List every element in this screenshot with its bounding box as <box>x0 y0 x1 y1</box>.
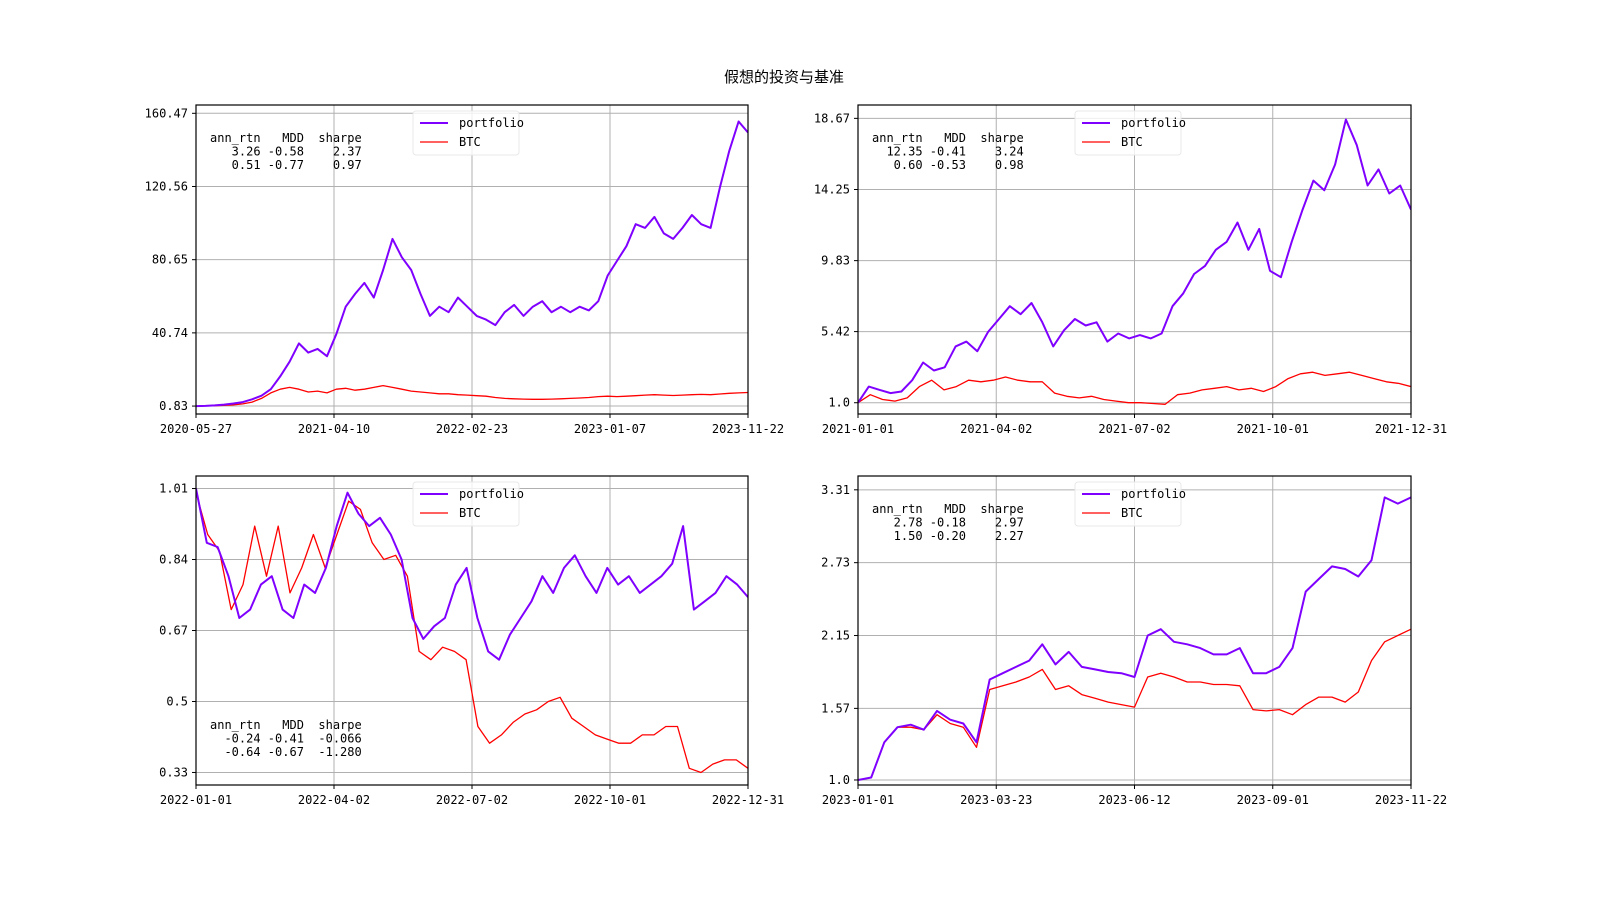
y-tick-label: 40.74 <box>152 326 188 340</box>
y-tick-label: 1.01 <box>159 482 188 496</box>
x-tick-label: 2021-12-31 <box>1375 422 1447 436</box>
series-btc-line <box>196 492 748 774</box>
x-tick-label: 2022-07-02 <box>436 793 508 807</box>
y-tick-label: 14.25 <box>814 182 850 196</box>
stats-row: -0.24 -0.41 -0.066 <box>210 732 362 746</box>
y-tick-label: 160.47 <box>145 106 188 120</box>
x-tick-label: 2023-01-01 <box>822 793 894 807</box>
x-tick-label: 2023-06-12 <box>1098 793 1170 807</box>
y-tick-label: 2.73 <box>821 556 850 570</box>
y-tick-label: 2.15 <box>821 629 850 643</box>
x-tick-label: 2023-11-22 <box>712 422 784 436</box>
x-tick-label: 2022-10-01 <box>574 793 646 807</box>
x-tick-label: 2021-04-02 <box>960 422 1032 436</box>
axes-frame <box>857 475 1412 786</box>
stats-header: ann_rtn MDD sharpe <box>872 131 1024 145</box>
series-portfolio-line <box>858 496 1411 781</box>
panel-top-right: 2021-01-01 2021-04-02 2021-07-02 2021-10-01… <box>814 104 1447 436</box>
y-tick-label: 120.56 <box>145 179 188 193</box>
stats-header: ann_rtn MDD sharpe <box>210 718 362 732</box>
stats-row: 2.78 -0.18 2.97 <box>872 516 1024 530</box>
y-tick-label: 0.33 <box>159 765 188 779</box>
axes-frame <box>195 104 749 415</box>
y-tick-label: 0.5 <box>166 694 188 708</box>
y-tick-label: 0.84 <box>159 553 188 567</box>
stats-row: 12.35 -0.41 3.24 <box>872 145 1024 159</box>
x-tick-label: 2023-09-01 <box>1237 793 1309 807</box>
stats-row: 1.50 -0.20 2.27 <box>872 529 1024 543</box>
panel-bottom-right: 2023-01-01 2023-03-23 2023-06-12 2023-09-01… <box>821 475 1447 807</box>
legend-label-portfolio: portfolio <box>459 116 524 130</box>
y-tick-label: 18.67 <box>814 111 850 125</box>
legend-label-btc: BTC <box>459 135 481 149</box>
stats-row: 3.26 -0.58 2.37 <box>210 145 362 159</box>
panel-bottom-left: 2022-01-01 2022-04-02 2022-07-02 2022-10-01… <box>159 475 784 807</box>
stats-header: ann_rtn MDD sharpe <box>210 131 362 145</box>
series-btc-line <box>196 384 748 407</box>
y-tick-label: 1.0 <box>828 396 850 410</box>
figure-title: 假想的投资与基准 <box>723 68 844 86</box>
legend-label-btc: BTC <box>1121 135 1143 149</box>
x-tick-label: 2022-04-02 <box>298 793 370 807</box>
stats-row: 0.51 -0.77 0.97 <box>210 158 362 172</box>
y-tick-label: 1.57 <box>821 701 850 715</box>
x-tick-label: 2021-04-10 <box>298 422 370 436</box>
legend-label-portfolio: portfolio <box>1121 116 1186 130</box>
x-tick-label: 2021-10-01 <box>1237 422 1309 436</box>
legend-label-portfolio: portfolio <box>1121 487 1186 501</box>
axes-frame <box>195 475 749 786</box>
x-tick-label: 2021-07-02 <box>1098 422 1170 436</box>
y-tick-label: 5.42 <box>821 325 850 339</box>
stats-row: -0.64 -0.67 -1.280 <box>210 745 362 759</box>
x-tick-label: 2022-02-23 <box>436 422 508 436</box>
x-tick-label: 2020-05-27 <box>160 422 232 436</box>
y-tick-label: 80.65 <box>152 253 188 267</box>
x-tick-label: 2023-01-07 <box>574 422 646 436</box>
series-btc-line <box>858 371 1411 405</box>
y-tick-label: 0.83 <box>159 399 188 413</box>
x-tick-label: 2023-11-22 <box>1375 793 1447 807</box>
series-btc-line <box>858 628 1411 781</box>
series-portfolio-line <box>196 120 748 408</box>
x-tick-label: 2021-01-01 <box>822 422 894 436</box>
series-portfolio-line <box>196 488 748 661</box>
legend-label-btc: BTC <box>459 506 481 520</box>
panel-top-left: 2020-05-27 2021-04-10 2022-02-23 2023-01-07… <box>145 104 784 436</box>
axes-frame <box>857 104 1412 415</box>
stats-row: 0.60 -0.53 0.98 <box>872 158 1024 172</box>
x-tick-label: 2022-12-31 <box>712 793 784 807</box>
x-tick-label: 2023-03-23 <box>960 793 1032 807</box>
legend-label-portfolio: portfolio <box>459 487 524 501</box>
series-portfolio-line <box>858 118 1411 404</box>
y-tick-label: 0.67 <box>159 624 188 638</box>
stats-header: ann_rtn MDD sharpe <box>872 502 1024 516</box>
y-tick-label: 3.31 <box>821 483 850 497</box>
y-tick-label: 9.83 <box>821 254 850 268</box>
legend-label-btc: BTC <box>1121 506 1143 520</box>
y-tick-label: 1.0 <box>828 773 850 787</box>
x-tick-label: 2022-01-01 <box>160 793 232 807</box>
